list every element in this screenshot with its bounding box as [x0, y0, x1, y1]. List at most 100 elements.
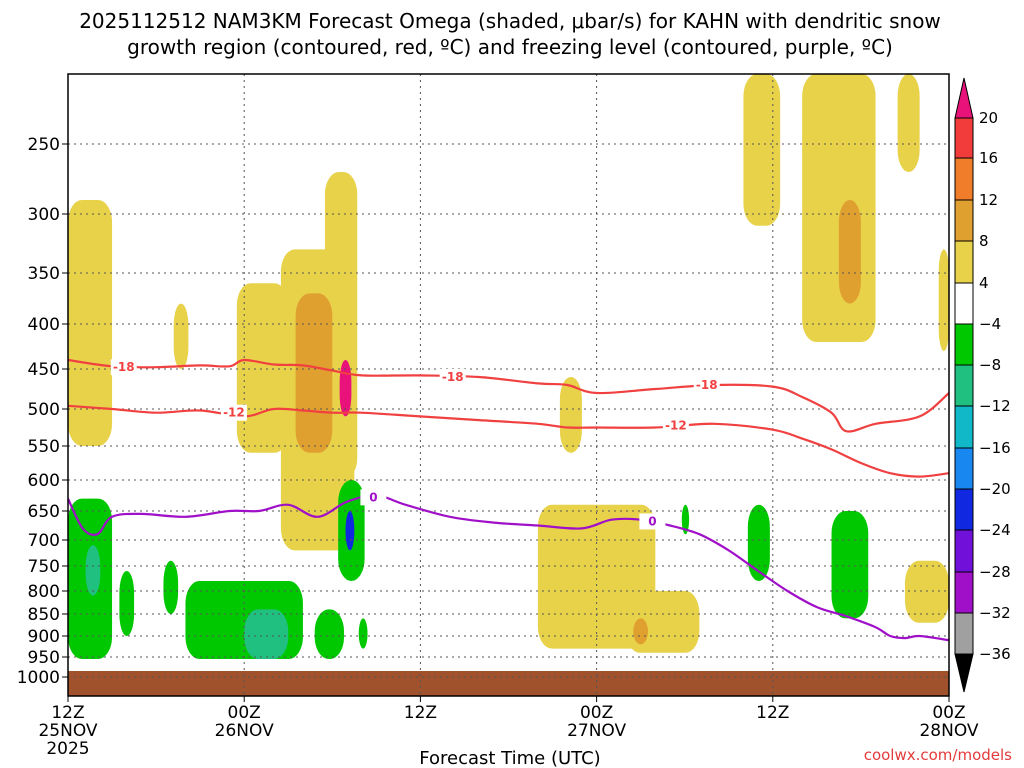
colorbar-label-6: −8 [979, 356, 1001, 374]
colorbar-band-10 [954, 529, 974, 573]
omega-region-29 [345, 511, 355, 551]
ytick-label-550: 550 [28, 437, 60, 457]
contour-layer: -18 -18 -18 -12 -12 0 0 [68, 358, 949, 642]
colorbar-label-11: −28 [979, 563, 1011, 581]
omega-region-23 [358, 618, 368, 649]
omega-region-19 [163, 560, 179, 614]
omega-region-24 [747, 504, 770, 581]
contour-label-2: -18 [696, 378, 718, 392]
xtick-label-0-3: 2025 [46, 739, 89, 759]
contour-label-0: -18 [113, 360, 135, 374]
xtick-label-24-1: 12Z [404, 703, 437, 723]
colorbar-band-5 [954, 323, 974, 366]
contour-label-5: 0 [369, 490, 377, 504]
colorbar-band-11 [954, 571, 974, 614]
omega-region-27 [85, 545, 101, 596]
omega-region-6 [537, 504, 656, 649]
omega-region-25 [831, 511, 869, 619]
xtick-label-36-2: 27NOV [567, 721, 626, 741]
credit-text[interactable]: coolwx.com/models [864, 746, 1012, 764]
xtick-label-12-1: 00Z [228, 703, 261, 723]
ytick-label-900: 900 [28, 627, 60, 647]
omega-region-26 [681, 504, 690, 535]
xtick-label-60-2: 28NOV [919, 721, 978, 741]
contour-label-bg-4 [662, 417, 689, 434]
ytick-label-750: 750 [28, 557, 60, 577]
colorbar-label-12: −32 [979, 604, 1011, 622]
ytick-label-500: 500 [28, 400, 60, 420]
ytick-label-350: 350 [28, 264, 60, 284]
omega-region-0 [68, 200, 113, 446]
xtick-label-36-1: 00Z [580, 703, 613, 723]
omega-region-15 [633, 618, 648, 645]
colorbar-label-8: −16 [979, 439, 1011, 457]
colorbar-label-4: 4 [979, 274, 989, 292]
contour-label-bg-3 [220, 404, 247, 421]
colorbar-label-10: −24 [979, 521, 1011, 539]
ytick-label-450: 450 [28, 360, 60, 380]
colorbar-label-13: −36 [979, 645, 1011, 663]
freezing-level-line [68, 494, 949, 642]
omega-region-18 [119, 571, 135, 636]
omega-region-16 [339, 360, 352, 417]
omega-region-28 [244, 609, 289, 659]
contour-label-bg-2 [693, 377, 720, 393]
chart-title-line2: growth region (contoured, red, ºC) and f… [127, 35, 893, 59]
ytick-label-400: 400 [28, 315, 60, 335]
omega-region-14 [838, 200, 861, 304]
omega-region-12 [904, 560, 949, 623]
xtick-label-48-1: 12Z [756, 703, 789, 723]
colorbar-band-8 [954, 447, 974, 490]
colorbar-bottom-arrow [954, 653, 974, 693]
colorbar-band-7 [954, 405, 974, 449]
chart-title-line1: 2025112512 NAM3KM Forecast Omega (shaded… [79, 9, 941, 33]
colorbar-label-5: −4 [979, 315, 1001, 333]
colorbar-band-1 [954, 157, 974, 201]
contour-label-bg-1 [439, 369, 466, 385]
omega-region-11 [938, 249, 949, 351]
ytick-label-850: 850 [28, 605, 60, 625]
omega-region-9 [802, 74, 876, 342]
omega-region-13 [295, 293, 333, 453]
plot-area: -18 -18 -18 -12 -12 0 0 [67, 73, 950, 697]
ytick-label-250: 250 [28, 135, 60, 155]
ytick-label-700: 700 [28, 531, 60, 551]
grid-layer [68, 74, 949, 696]
omega-shading-layer [68, 74, 949, 659]
xtick-label-0-1: 12Z [51, 703, 84, 723]
colorbar: 20 16 12 8 4 −4 −8 −12 −16 −20 −24 −28 −32 −36 [954, 77, 1011, 693]
omega-region-2 [236, 283, 289, 453]
omega-region-1 [173, 303, 189, 369]
contour-label-bg-5 [360, 489, 387, 506]
ytick-label-600: 600 [28, 471, 60, 491]
omega-region-10 [897, 74, 920, 172]
ytick-label-300: 300 [28, 205, 60, 225]
ytick-label-800: 800 [28, 582, 60, 602]
colorbar-top-arrow [954, 77, 974, 119]
contour-label-1: -18 [442, 370, 464, 384]
contour-label-4: -12 [665, 418, 687, 432]
colorbar-band-2 [954, 199, 974, 242]
colorbar-label-7: −12 [979, 397, 1011, 415]
snow-growth-line-m18 [68, 358, 949, 433]
xtick-label-60-1: 00Z [932, 703, 965, 723]
xtick-label-0-2: 25NOV [38, 721, 97, 741]
colorbar-band-4 [954, 282, 974, 325]
colorbar-label-1: 16 [979, 149, 998, 167]
colorbar-label-0: 20 [979, 109, 998, 127]
colorbar-band-12 [954, 612, 974, 655]
ytick-label-1000: 1000 [17, 668, 60, 688]
colorbar-band-9 [954, 488, 974, 531]
xtick-label-12-2: 26NOV [215, 721, 274, 741]
omega-region-5 [559, 377, 582, 453]
colorbar-band-3 [954, 240, 974, 284]
colorbar-label-9: −20 [979, 480, 1011, 498]
colorbar-band-6 [954, 364, 974, 407]
colorbar-label-3: 8 [979, 232, 989, 250]
omega-region-21 [314, 609, 345, 659]
ytick-label-650: 650 [28, 502, 60, 522]
colorbar-band-0 [954, 117, 974, 159]
ground-surface [68, 671, 949, 696]
